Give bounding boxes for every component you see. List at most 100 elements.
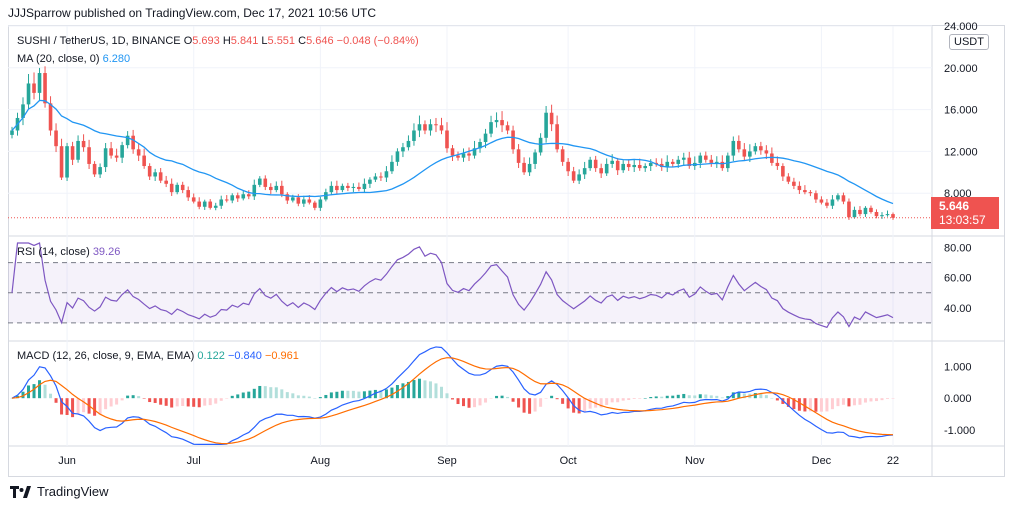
macd-histogram-bar (109, 398, 113, 407)
macd-histogram-bar (269, 387, 273, 399)
macd-histogram-bar (340, 390, 344, 399)
candle-body (604, 163, 609, 174)
macd-histogram-bar (351, 390, 355, 399)
macd-histogram-bar (456, 398, 460, 405)
high-label: H (222, 35, 231, 47)
candle-body (263, 178, 268, 187)
candle-body (654, 162, 659, 164)
macd-histogram-bar (329, 392, 333, 399)
candle-body (770, 153, 774, 163)
macd-histogram-bar (54, 398, 58, 403)
candle-body (81, 140, 86, 148)
candle-body (869, 207, 873, 213)
macd-histogram-bar (506, 396, 510, 399)
rsi-label: RSI (14, close) (17, 246, 90, 258)
macd-histogram-bar (621, 398, 625, 401)
candle-body (681, 157, 686, 160)
candle-body (659, 163, 664, 168)
candle-body (147, 166, 152, 177)
close-value: 5.646 (306, 35, 334, 47)
candle-body (836, 195, 840, 200)
candle-body (687, 157, 692, 167)
macd-histogram-bar (170, 398, 174, 408)
candle-body (450, 148, 455, 156)
symbol-title: SUSHI / TetherUS, 1D, BINANCE (17, 35, 181, 47)
candle-body (180, 184, 185, 191)
macd-histogram-bar (885, 398, 889, 399)
candle-body (401, 147, 405, 152)
candle-body (560, 149, 565, 162)
macd-histogram-bar (137, 396, 141, 399)
grid-lines (8, 25, 1005, 477)
macd-histogram-bar (522, 398, 526, 413)
macd-histogram-bar (120, 398, 124, 401)
candle-body (191, 197, 196, 202)
candle-body (582, 168, 587, 175)
candle-body (500, 120, 504, 126)
last-price-tag: 5.646 13:03:57 (931, 197, 999, 229)
candle-body (786, 176, 791, 182)
macd-histogram-bar (671, 395, 675, 399)
macd-histogram-bar (32, 384, 36, 399)
time-tick-label: Oct (560, 455, 577, 467)
candle-body (533, 152, 537, 164)
candle-body (588, 159, 592, 169)
candle-body (489, 122, 493, 134)
candle-body (434, 124, 438, 126)
macd-histogram-bar (654, 396, 658, 399)
rsi-tick-label: 60.00 (944, 273, 972, 285)
footer-brand[interactable]: TradingView (10, 484, 109, 499)
macd-histogram-bar (533, 398, 537, 412)
macd-histogram-bar (462, 398, 466, 407)
macd-histogram-bar (841, 398, 845, 405)
candle-body (76, 140, 80, 160)
candle-body (37, 73, 42, 93)
candle-body (753, 146, 758, 152)
candle-body (880, 215, 884, 217)
macd-legend[interactable]: MACD (12, 26, close, 9, EMA, EMA) 0.122 … (17, 350, 299, 362)
candle-body (340, 185, 345, 191)
macd-signal-value: −0.961 (264, 350, 299, 362)
macd-histogram-bar (753, 393, 757, 399)
macd-histogram-bar (148, 398, 152, 403)
currency-button[interactable]: USDT (949, 34, 989, 50)
macd-histogram-bar (98, 398, 102, 415)
rsi-legend[interactable]: RSI (14, close) 39.26 (17, 246, 120, 258)
candle-body (538, 137, 543, 153)
candle-body (792, 181, 796, 186)
macd-histogram-bar (236, 394, 240, 399)
candle-body (516, 149, 521, 163)
candle-body (571, 171, 576, 181)
candle-body (241, 194, 246, 199)
candle-body (472, 148, 477, 156)
candle-body (313, 202, 317, 208)
candle-body (461, 153, 466, 158)
price-tick-label: 20.000 (944, 63, 978, 75)
candle-body (494, 120, 499, 123)
candle-body (648, 162, 653, 167)
candle-body (368, 179, 372, 184)
candle-body (169, 183, 174, 193)
candle-body (48, 103, 53, 131)
candle-body (136, 149, 141, 156)
macd-histogram-bar (417, 378, 421, 399)
macd-histogram-bar (616, 398, 620, 403)
candle-body (230, 195, 235, 201)
candle-body (87, 147, 91, 164)
ma-legend[interactable]: MA (20, close, 0) 6.280 (17, 53, 130, 65)
macd-histogram-bar (131, 395, 135, 399)
rsi-value: 39.26 (92, 246, 121, 258)
price-panel (8, 66, 932, 220)
candle-body (109, 148, 113, 156)
macd-histogram-bar (638, 398, 642, 399)
candle-body (549, 112, 554, 125)
candle-body (351, 186, 356, 188)
change-value: −0.048 (−0.84%) (336, 35, 419, 47)
candle-body (32, 83, 36, 93)
macd-histogram-bar (203, 398, 207, 406)
candle-body (114, 155, 119, 158)
macd-histogram-bar (605, 398, 609, 405)
macd-histogram-bar (247, 391, 251, 399)
macd-histogram-bar (406, 381, 410, 399)
